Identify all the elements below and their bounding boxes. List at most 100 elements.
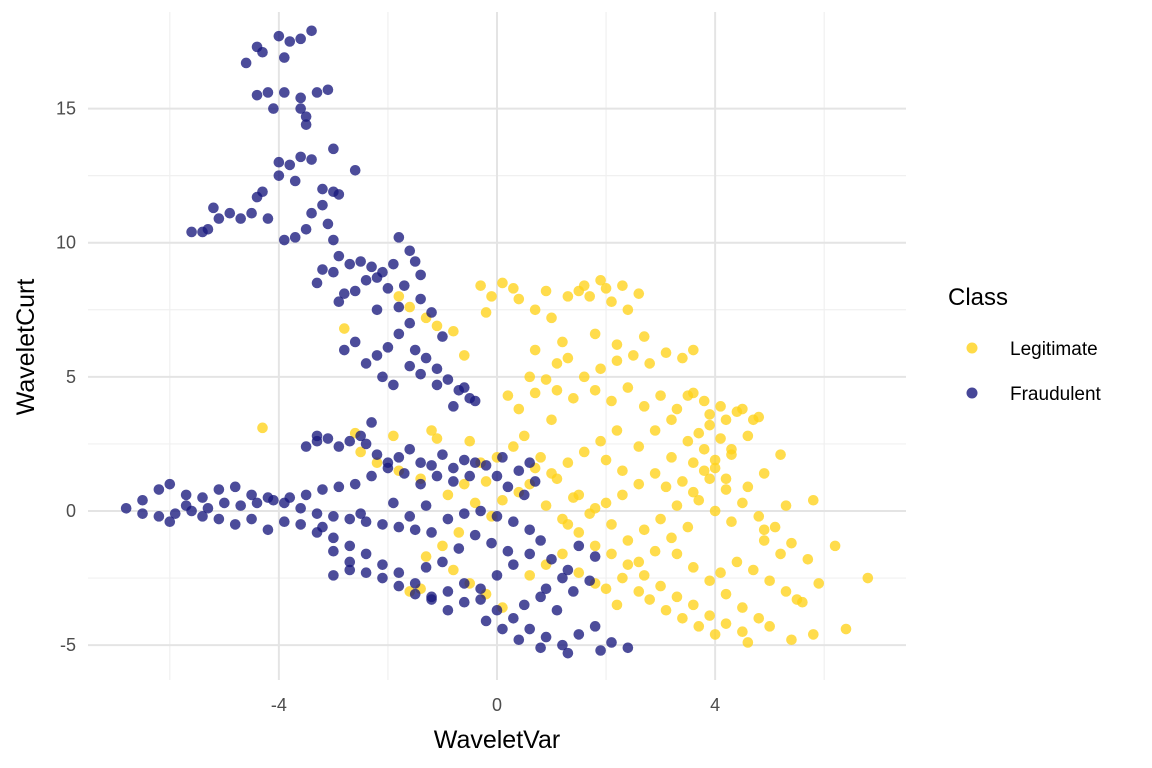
data-point-legitimate: [693, 621, 705, 632]
data-point-fraudulent: [349, 478, 361, 490]
data-point-fraudulent: [502, 545, 514, 557]
x-tick-label: 4: [710, 695, 720, 715]
series-legitimate: [257, 274, 874, 648]
data-point-fraudulent: [328, 234, 339, 246]
data-point-fraudulent: [388, 379, 399, 391]
data-point-fraudulent: [279, 234, 290, 246]
data-point-legitimate: [775, 449, 786, 460]
data-point-fraudulent: [415, 269, 426, 281]
data-point-legitimate: [813, 578, 825, 589]
data-point-fraudulent: [442, 513, 454, 525]
data-point-fraudulent: [415, 368, 426, 380]
data-point-fraudulent: [306, 154, 317, 165]
data-point-legitimate: [578, 280, 590, 291]
data-point-fraudulent: [153, 511, 165, 522]
data-point-fraudulent: [573, 540, 585, 552]
data-point-fraudulent: [426, 594, 437, 605]
data-point-legitimate: [704, 409, 715, 420]
data-point-fraudulent: [546, 553, 557, 565]
data-point-legitimate: [497, 494, 508, 506]
data-point-legitimate: [617, 465, 628, 477]
legend-title: Class: [948, 284, 1008, 311]
data-point-legitimate: [737, 626, 748, 638]
data-point-fraudulent: [344, 564, 356, 576]
data-point-fraudulent: [273, 156, 285, 168]
data-point-fraudulent: [518, 489, 530, 501]
data-point-fraudulent: [355, 256, 366, 267]
data-point-fraudulent: [333, 481, 345, 493]
data-point-legitimate: [393, 291, 405, 302]
data-point-fraudulent: [208, 202, 219, 214]
data-point-fraudulent: [437, 331, 448, 342]
data-point-fraudulent: [540, 631, 552, 643]
data-point-fraudulent: [371, 304, 383, 316]
data-point-fraudulent: [475, 505, 486, 517]
data-point-fraudulent: [486, 537, 497, 549]
data-point-legitimate: [426, 425, 437, 436]
data-point-fraudulent: [317, 264, 328, 275]
data-point-fraudulent: [328, 545, 339, 557]
data-point-fraudulent: [295, 151, 306, 163]
data-point-legitimate: [458, 350, 470, 361]
data-point-fraudulent: [224, 207, 236, 219]
data-point-fraudulent: [393, 301, 405, 313]
data-point-legitimate: [562, 457, 574, 468]
data-point-fraudulent: [431, 379, 443, 391]
data-point-legitimate: [655, 513, 666, 525]
data-point-legitimate: [622, 559, 634, 570]
data-point-fraudulent: [317, 484, 328, 495]
data-point-legitimate: [606, 519, 617, 530]
data-point-legitimate: [546, 468, 557, 479]
data-point-fraudulent: [295, 519, 306, 530]
data-point-fraudulent: [333, 296, 345, 308]
data-point-fraudulent: [306, 25, 317, 37]
data-point-fraudulent: [240, 57, 252, 69]
data-point-legitimate: [339, 323, 350, 334]
data-point-fraudulent: [497, 452, 508, 463]
data-point-legitimate: [617, 572, 628, 584]
data-point-fraudulent: [409, 588, 421, 600]
data-point-fraudulent: [595, 645, 606, 656]
data-point-legitimate: [606, 296, 617, 308]
data-point-legitimate: [649, 468, 661, 479]
data-point-legitimate: [737, 497, 748, 509]
data-point-legitimate: [551, 358, 563, 369]
data-point-fraudulent: [279, 497, 290, 509]
data-point-legitimate: [688, 562, 699, 573]
data-point-fraudulent: [246, 513, 257, 525]
data-point-fraudulent: [469, 395, 481, 407]
data-point-fraudulent: [349, 164, 361, 176]
data-point-legitimate: [688, 599, 699, 611]
data-point-fraudulent: [480, 615, 492, 627]
data-point-fraudulent: [328, 511, 339, 522]
data-point-fraudulent: [322, 218, 334, 230]
points-layer: [120, 25, 874, 659]
data-point-fraudulent: [262, 524, 274, 536]
data-point-legitimate: [497, 277, 508, 289]
data-point-legitimate: [742, 481, 754, 493]
y-tick-label: 10: [56, 233, 76, 253]
data-point-fraudulent: [551, 604, 563, 616]
data-point-fraudulent: [311, 277, 323, 289]
data-point-legitimate: [600, 454, 612, 466]
data-point-fraudulent: [404, 317, 416, 329]
legend-swatch-fraudulent: [966, 387, 978, 399]
data-point-legitimate: [688, 486, 699, 498]
data-point-legitimate: [786, 634, 797, 646]
data-point-fraudulent: [268, 103, 279, 114]
data-point-fraudulent: [442, 604, 454, 616]
data-point-fraudulent: [529, 476, 541, 487]
data-point-legitimate: [595, 435, 606, 447]
data-point-legitimate: [355, 446, 366, 458]
data-point-legitimate: [540, 374, 552, 385]
data-point-fraudulent: [235, 213, 246, 224]
data-point-fraudulent: [393, 232, 405, 243]
data-point-legitimate: [562, 291, 574, 302]
data-point-fraudulent: [197, 492, 208, 503]
data-point-legitimate: [546, 414, 557, 426]
data-point-fraudulent: [497, 623, 508, 635]
data-point-legitimate: [529, 387, 541, 399]
data-point-fraudulent: [589, 551, 601, 562]
data-point-legitimate: [633, 288, 645, 299]
